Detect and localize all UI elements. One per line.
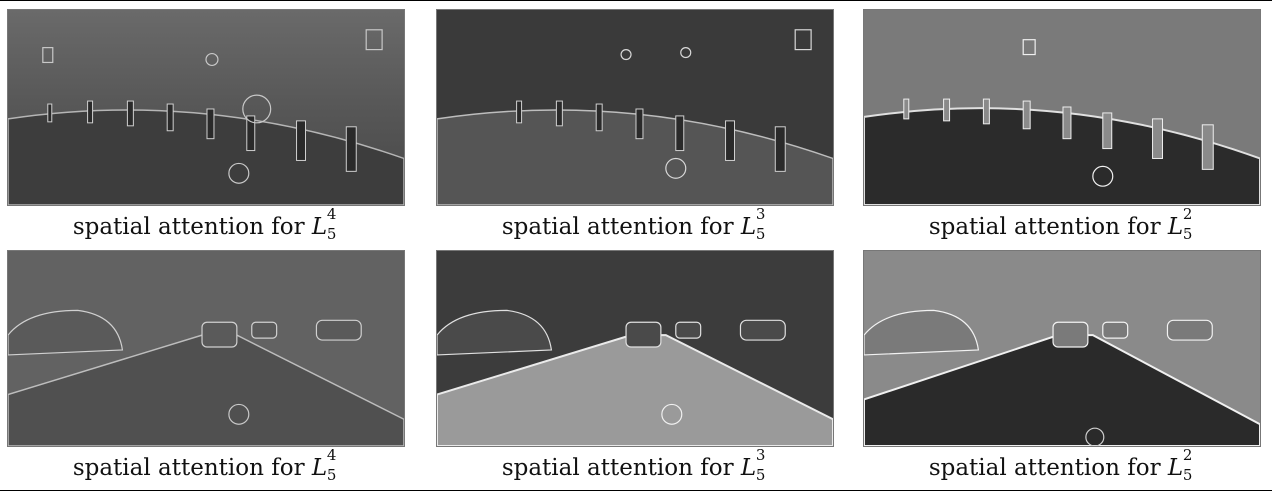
attention-map-r1-l3 [436, 9, 834, 206]
attention-map-r2-l3 [436, 250, 834, 447]
attention-map-r1-l2 [863, 9, 1261, 206]
attention-map-r2-l4 [7, 250, 405, 447]
top-rule [0, 0, 1272, 1]
attention-map-r1-l4 [7, 9, 405, 206]
bottom-rule [0, 490, 1272, 491]
attention-map-r2-l2 [863, 250, 1261, 447]
